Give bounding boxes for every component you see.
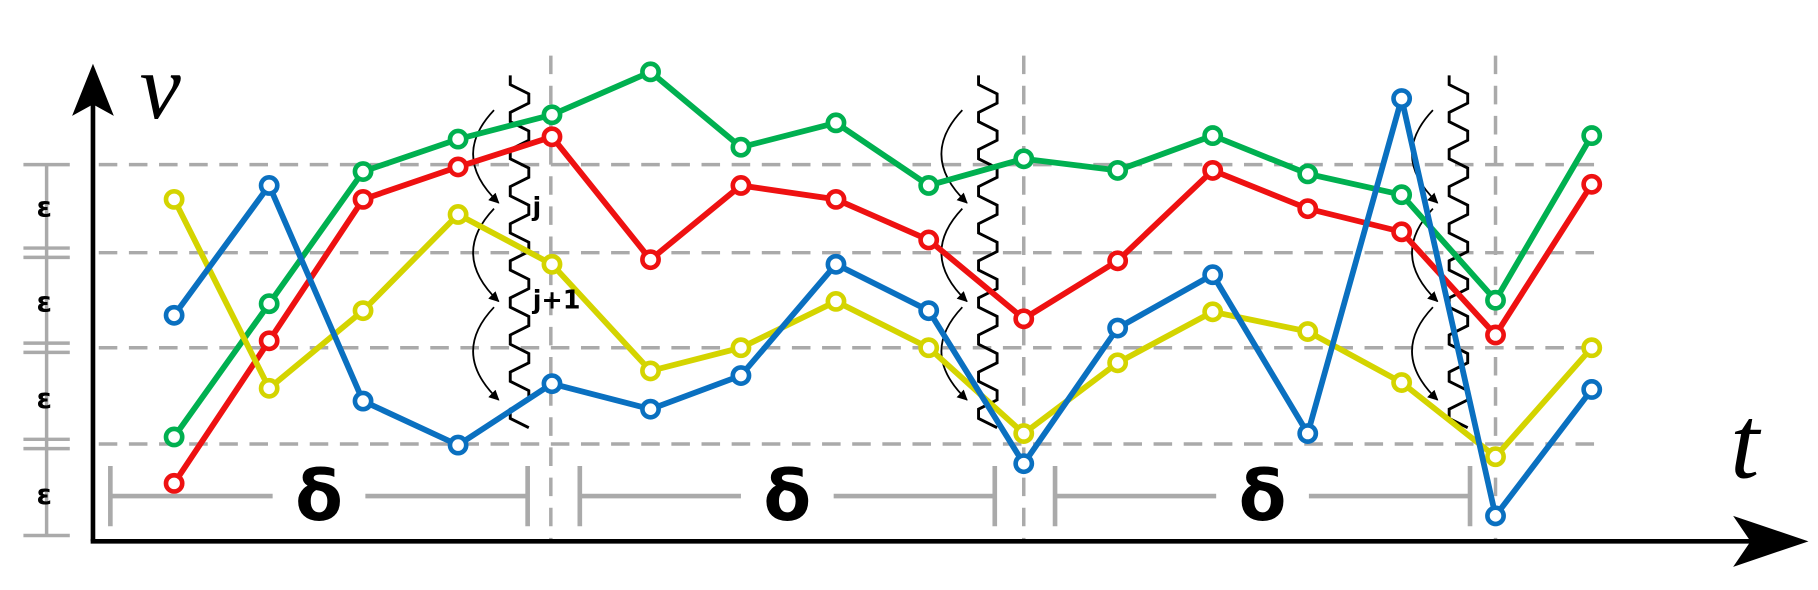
series-point	[163, 426, 185, 448]
window-label: j	[532, 193, 542, 223]
series-point	[258, 175, 280, 196]
series-point	[640, 249, 661, 271]
series-point	[1202, 125, 1224, 147]
series-point	[1391, 184, 1413, 206]
series	[163, 61, 1603, 527]
series-point	[258, 377, 280, 399]
series-point	[541, 373, 563, 395]
series-point	[825, 188, 847, 210]
series-line	[171, 133, 1595, 485]
x-arrow	[1733, 515, 1809, 567]
series-point	[1107, 352, 1129, 374]
series-point	[1107, 317, 1129, 339]
series-point	[447, 204, 469, 225]
shift-arrow	[472, 109, 500, 204]
series-point	[258, 330, 280, 352]
series-point	[825, 290, 847, 312]
series-point	[1391, 88, 1413, 109]
series-point	[541, 253, 563, 275]
series-point	[1013, 148, 1035, 170]
series-point	[1202, 264, 1224, 286]
delta-scale	[108, 465, 1473, 527]
delta-label: δ	[1239, 456, 1287, 537]
series-point	[730, 365, 752, 386]
series-point	[1013, 308, 1035, 330]
series-point	[640, 398, 661, 420]
series-point	[447, 434, 469, 456]
shift-arrow	[1411, 306, 1439, 401]
line-series	[163, 188, 1603, 468]
series-point	[1485, 446, 1506, 468]
series-point	[1297, 321, 1319, 342]
series-point	[918, 337, 940, 359]
series-point	[1297, 163, 1319, 185]
window-label: j+1	[532, 285, 581, 315]
series-line	[171, 97, 1595, 523]
series-point	[1297, 198, 1319, 220]
series-point	[352, 390, 374, 412]
series-line	[171, 198, 1594, 461]
shift-arrow	[940, 109, 968, 204]
series-point	[352, 188, 374, 210]
shift-arrow	[472, 306, 500, 401]
epsilon-label: ε	[37, 191, 52, 224]
series-point	[1485, 289, 1506, 311]
shift-arrow	[940, 208, 968, 303]
series-point	[918, 229, 940, 251]
series-point	[918, 300, 940, 322]
epsilon-label: ε	[37, 286, 52, 319]
series-point	[163, 472, 185, 494]
series-point	[640, 61, 661, 83]
series-point	[1013, 453, 1035, 475]
series-point	[1202, 301, 1224, 323]
series-point	[1581, 337, 1603, 359]
series-point	[163, 188, 185, 210]
series-line	[171, 68, 1595, 439]
series-point	[1391, 372, 1413, 393]
epsilon-label: ε	[37, 478, 52, 511]
shift-arrow	[940, 306, 968, 401]
series-point	[825, 253, 847, 275]
series-point	[1297, 423, 1319, 444]
series-point	[163, 304, 185, 326]
series-point	[730, 136, 752, 158]
series-point	[1107, 250, 1129, 272]
y-label: v	[140, 36, 182, 139]
series-point	[730, 175, 752, 196]
series-point	[1581, 379, 1603, 400]
window-edge	[1447, 75, 1470, 430]
line-series	[163, 61, 1603, 448]
series-point	[1107, 159, 1129, 181]
line-series	[163, 88, 1603, 527]
series-point	[1581, 125, 1603, 147]
series-point	[541, 104, 563, 126]
series-point	[1485, 324, 1506, 346]
series-point	[825, 112, 847, 134]
series-point	[640, 360, 661, 382]
delta-label: δ	[763, 456, 811, 537]
series-point	[541, 126, 563, 148]
delta-label: δ	[295, 456, 343, 537]
series-point	[1013, 423, 1035, 444]
series-point	[1391, 221, 1413, 243]
series-point	[1485, 505, 1506, 527]
series-point	[447, 156, 469, 178]
series-point	[730, 337, 752, 359]
y-arrow	[72, 63, 114, 116]
series-point	[918, 175, 940, 196]
x-label: t	[1730, 385, 1762, 501]
series-point	[1202, 159, 1224, 181]
shift-arrow	[472, 208, 500, 303]
series-point	[1581, 173, 1603, 195]
series-point	[447, 128, 469, 150]
series-point	[258, 293, 280, 315]
line-series	[163, 126, 1603, 494]
window-edge	[977, 75, 999, 430]
series-point	[352, 161, 374, 182]
series-point	[352, 300, 374, 322]
epsilon-label: ε	[37, 382, 52, 415]
epsilon-scale	[23, 162, 70, 538]
